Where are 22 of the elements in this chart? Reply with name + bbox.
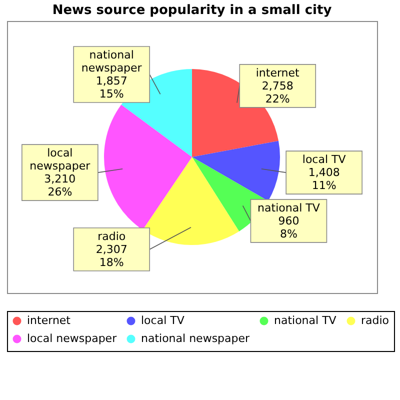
data-label: 2,307 18% [96, 242, 128, 269]
slice-label: internet [256, 66, 300, 80]
data-label: 1,857 15% [96, 74, 128, 100]
slice-label: local newspaper [30, 146, 91, 173]
slice-label: national newspaper [81, 48, 142, 74]
data-label: 1,408 11% [308, 166, 340, 192]
legend-label: internet [27, 314, 72, 327]
legend-label: national newspaper [141, 332, 250, 345]
legend-label: radio [361, 314, 390, 327]
pie-slice [104, 104, 192, 230]
legend-label: local TV [141, 314, 185, 327]
chart-title: News source popularity in a small city [52, 3, 332, 18]
slice-label: national TV [258, 201, 320, 214]
pie-slice [142, 157, 240, 245]
data-label: 2,758 22% [262, 79, 294, 106]
data-label: 3,210 26% [44, 172, 76, 199]
pie-slice [192, 140, 280, 201]
slice-label: local TV [302, 153, 346, 166]
slice-label: radio [98, 230, 126, 243]
legend-label: local newspaper [27, 332, 118, 345]
data-label: 960 8% [278, 214, 300, 240]
legend-label: national TV [274, 314, 337, 327]
